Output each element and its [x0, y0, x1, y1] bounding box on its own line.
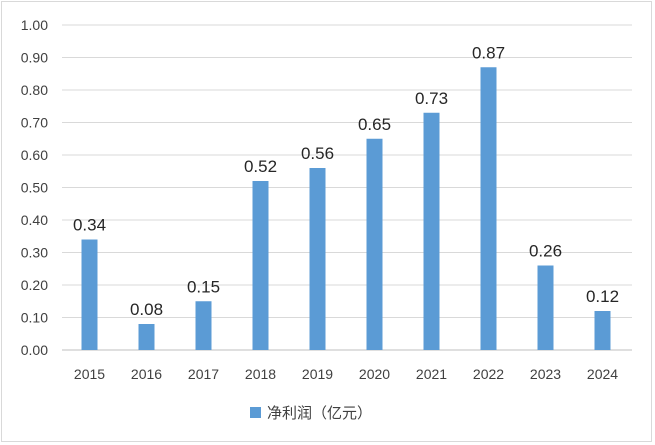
data-label: 0.87 — [472, 43, 505, 62]
y-tick-label: 0.30 — [21, 245, 48, 261]
bar — [537, 265, 554, 350]
x-tick-label: 2016 — [131, 366, 162, 382]
y-tick-label: 0.20 — [21, 277, 48, 293]
data-label: 0.26 — [529, 242, 562, 261]
x-tick-label: 2022 — [473, 366, 504, 382]
bar — [195, 301, 212, 350]
y-tick-label: 0.60 — [21, 147, 48, 163]
data-label: 0.56 — [301, 144, 334, 163]
data-label: 0.34 — [73, 216, 106, 235]
y-axis-tick-labels: 0.00 0.10 0.20 0.30 0.40 0.50 0.60 0.70 0.80 0.90… — [21, 17, 48, 358]
legend-label: 净利润（亿元） — [267, 403, 373, 422]
legend-swatch — [250, 406, 261, 418]
legend: 净利润（亿元） — [250, 402, 372, 422]
data-label: 0.12 — [586, 287, 619, 306]
x-tick-label: 2021 — [416, 366, 447, 382]
data-label: 0.08 — [130, 300, 163, 319]
data-label: 0.73 — [415, 89, 448, 108]
y-tick-label: 0.10 — [21, 310, 48, 326]
bar — [423, 112, 440, 350]
y-tick-label: 0.40 — [21, 212, 48, 228]
y-tick-label: 0.00 — [21, 342, 48, 358]
y-tick-label: 0.50 — [21, 180, 48, 196]
y-tick-label: 0.80 — [21, 82, 48, 98]
x-tick-label: 2020 — [359, 366, 390, 382]
bar — [309, 168, 326, 350]
x-tick-label: 2023 — [530, 366, 561, 382]
x-tick-label: 2018 — [245, 366, 276, 382]
bar — [594, 311, 611, 350]
y-tick-label: 0.70 — [21, 115, 48, 131]
data-label: 0.15 — [187, 277, 220, 296]
bars — [81, 67, 611, 350]
bar — [480, 67, 497, 350]
x-tick-label: 2015 — [74, 366, 105, 382]
data-label: 0.52 — [244, 157, 277, 176]
y-tick-label: 0.90 — [21, 50, 48, 66]
data-labels: 0.34 0.08 0.15 0.52 0.56 0.65 0.73 0.87 0.26 0.12 — [73, 43, 619, 319]
gridlines — [62, 24, 632, 351]
x-axis-tick-labels: 2015 2016 2017 2018 2019 2020 2021 2022 2023 2024 — [74, 366, 618, 382]
x-tick-label: 2019 — [302, 366, 333, 382]
bar — [252, 181, 269, 350]
x-tick-label: 2017 — [188, 366, 219, 382]
bar — [366, 138, 383, 350]
y-tick-label: 1.00 — [21, 17, 48, 33]
data-label: 0.65 — [358, 115, 391, 134]
bar — [81, 239, 98, 350]
bar — [138, 324, 155, 350]
x-tick-label: 2024 — [587, 366, 618, 382]
